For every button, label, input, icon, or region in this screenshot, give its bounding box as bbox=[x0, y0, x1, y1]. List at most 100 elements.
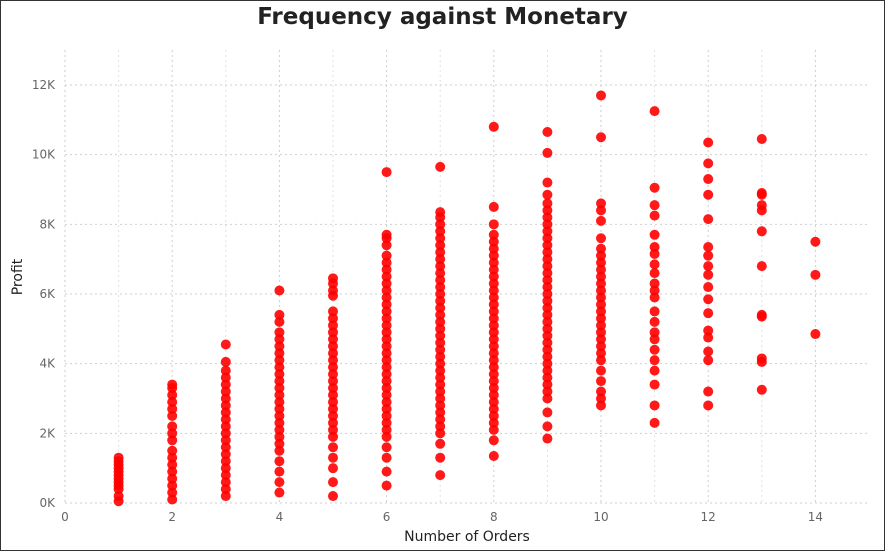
data-point[interactable] bbox=[167, 390, 178, 401]
data-point[interactable] bbox=[381, 278, 392, 289]
data-point[interactable] bbox=[435, 212, 446, 223]
data-point[interactable] bbox=[328, 327, 338, 338]
data-point[interactable] bbox=[542, 351, 553, 362]
data-point[interactable] bbox=[596, 205, 606, 216]
data-point[interactable] bbox=[328, 477, 338, 488]
data-point[interactable] bbox=[542, 177, 553, 188]
data-point[interactable] bbox=[435, 282, 446, 293]
data-point[interactable] bbox=[435, 452, 446, 463]
data-point[interactable] bbox=[596, 320, 606, 331]
data-point[interactable] bbox=[167, 410, 178, 421]
data-point[interactable] bbox=[649, 200, 660, 211]
data-point[interactable] bbox=[220, 372, 231, 383]
data-point[interactable] bbox=[435, 407, 446, 418]
data-point[interactable] bbox=[328, 348, 338, 359]
data-point[interactable] bbox=[542, 189, 553, 200]
data-point[interactable] bbox=[435, 161, 446, 172]
data-point[interactable] bbox=[488, 450, 499, 461]
data-point[interactable] bbox=[542, 393, 553, 404]
data-point[interactable] bbox=[488, 390, 499, 401]
data-point[interactable] bbox=[756, 205, 767, 216]
data-point[interactable] bbox=[488, 355, 499, 366]
data-point[interactable] bbox=[328, 376, 338, 387]
data-point[interactable] bbox=[488, 292, 499, 303]
data-point[interactable] bbox=[167, 473, 178, 484]
data-point[interactable] bbox=[274, 431, 285, 442]
data-point[interactable] bbox=[542, 407, 553, 418]
data-point[interactable] bbox=[435, 386, 446, 397]
data-point[interactable] bbox=[274, 477, 285, 488]
data-point[interactable] bbox=[328, 290, 338, 301]
data-point[interactable] bbox=[435, 470, 446, 481]
data-point[interactable] bbox=[542, 323, 553, 334]
data-point[interactable] bbox=[167, 428, 178, 439]
data-point[interactable] bbox=[167, 403, 178, 414]
data-point[interactable] bbox=[542, 386, 553, 397]
data-point[interactable] bbox=[220, 407, 231, 418]
data-point[interactable] bbox=[328, 362, 338, 373]
data-point[interactable] bbox=[435, 438, 446, 449]
data-point[interactable] bbox=[435, 219, 446, 230]
data-point[interactable] bbox=[596, 386, 606, 397]
data-point[interactable] bbox=[274, 369, 285, 380]
data-point[interactable] bbox=[435, 254, 446, 265]
data-point[interactable] bbox=[649, 210, 660, 221]
data-point[interactable] bbox=[488, 362, 499, 373]
data-point[interactable] bbox=[488, 229, 499, 240]
data-point[interactable] bbox=[756, 261, 767, 272]
data-point[interactable] bbox=[703, 269, 714, 280]
data-point[interactable] bbox=[167, 445, 178, 456]
data-point[interactable] bbox=[274, 417, 285, 428]
data-point[interactable] bbox=[274, 438, 285, 449]
data-point[interactable] bbox=[542, 316, 553, 327]
data-point[interactable] bbox=[488, 257, 499, 268]
data-point[interactable] bbox=[381, 292, 392, 303]
data-point[interactable] bbox=[596, 292, 606, 303]
data-point[interactable] bbox=[488, 219, 499, 230]
data-point[interactable] bbox=[435, 337, 446, 348]
data-point[interactable] bbox=[381, 271, 392, 282]
data-point[interactable] bbox=[220, 379, 231, 390]
data-point[interactable] bbox=[542, 198, 553, 209]
data-point[interactable] bbox=[435, 295, 446, 306]
data-point[interactable] bbox=[649, 316, 660, 327]
data-point[interactable] bbox=[274, 410, 285, 421]
data-point[interactable] bbox=[328, 369, 338, 380]
data-point[interactable] bbox=[381, 334, 392, 345]
data-point[interactable] bbox=[542, 337, 553, 348]
data-point[interactable] bbox=[381, 424, 392, 435]
data-point[interactable] bbox=[435, 289, 446, 299]
data-point[interactable] bbox=[381, 313, 392, 324]
data-point[interactable] bbox=[435, 379, 446, 390]
data-point[interactable] bbox=[596, 264, 606, 275]
data-point[interactable] bbox=[167, 480, 178, 491]
data-point[interactable] bbox=[542, 147, 553, 158]
data-point[interactable] bbox=[756, 384, 767, 395]
data-point[interactable] bbox=[381, 341, 392, 352]
data-point[interactable] bbox=[381, 355, 392, 366]
data-point[interactable] bbox=[274, 316, 285, 327]
data-point[interactable] bbox=[220, 414, 231, 425]
data-point[interactable] bbox=[328, 452, 338, 463]
data-point[interactable] bbox=[703, 282, 714, 293]
data-point[interactable] bbox=[649, 417, 660, 428]
data-point[interactable] bbox=[381, 452, 392, 463]
data-point[interactable] bbox=[649, 344, 660, 355]
data-point[interactable] bbox=[381, 299, 392, 310]
data-point[interactable] bbox=[649, 182, 660, 193]
data-point[interactable] bbox=[381, 390, 392, 401]
data-point[interactable] bbox=[596, 250, 606, 261]
data-point[interactable] bbox=[274, 376, 285, 387]
data-point[interactable] bbox=[488, 376, 499, 387]
data-point[interactable] bbox=[435, 344, 446, 355]
data-point[interactable] bbox=[274, 456, 285, 467]
data-point[interactable] bbox=[488, 121, 499, 132]
data-point[interactable] bbox=[220, 477, 231, 488]
data-point[interactable] bbox=[488, 313, 499, 324]
data-point[interactable] bbox=[488, 243, 499, 254]
data-point[interactable] bbox=[488, 410, 499, 421]
data-point[interactable] bbox=[542, 127, 553, 138]
data-point[interactable] bbox=[435, 421, 446, 432]
data-point[interactable] bbox=[381, 233, 392, 244]
data-point[interactable] bbox=[596, 393, 606, 404]
